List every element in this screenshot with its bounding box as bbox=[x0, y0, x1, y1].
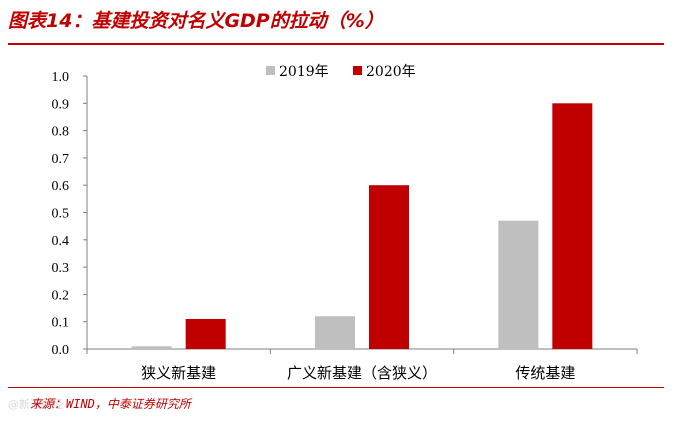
y-tick-label: 0.0 bbox=[52, 343, 70, 358]
title-underline bbox=[8, 43, 664, 45]
x-tick-label: 广义新基建（含狭义） bbox=[287, 364, 437, 382]
y-tick-label: 0.2 bbox=[52, 288, 70, 303]
bar-2019 bbox=[315, 316, 355, 349]
source-divider bbox=[8, 387, 664, 388]
bar-2019 bbox=[498, 220, 539, 349]
y-tick-label: 0.9 bbox=[52, 97, 70, 112]
bar-2020 bbox=[185, 318, 226, 349]
figure-title: 图表14：基建投资对名义GDP的拉动（%） bbox=[8, 10, 384, 32]
x-tick-label: 传统基建 bbox=[515, 364, 575, 382]
y-tick-label: 0.6 bbox=[52, 179, 70, 194]
legend-label: 2020年 bbox=[366, 64, 416, 80]
source-note: 来源：WIND，中泰证券研究所 bbox=[30, 397, 191, 411]
bar-2019 bbox=[131, 346, 172, 349]
bar-2020 bbox=[369, 185, 409, 349]
y-tick-label: 0.8 bbox=[52, 125, 70, 140]
bar-2020 bbox=[552, 103, 593, 349]
legend-swatch-0 bbox=[266, 66, 275, 75]
legend-swatch-1 bbox=[353, 66, 362, 75]
y-tick-label: 0.5 bbox=[52, 207, 70, 222]
y-tick-label: 0.1 bbox=[52, 316, 70, 331]
y-tick-label: 0.4 bbox=[52, 234, 70, 249]
watermark: @新浪财经 bbox=[8, 398, 63, 411]
legend-label: 2019年 bbox=[279, 64, 329, 80]
x-tick-label: 狭义新基建 bbox=[141, 364, 216, 382]
y-tick-label: 0.3 bbox=[52, 261, 70, 276]
y-tick-label: 0.7 bbox=[52, 152, 70, 167]
y-tick-label: 1.0 bbox=[52, 70, 70, 85]
